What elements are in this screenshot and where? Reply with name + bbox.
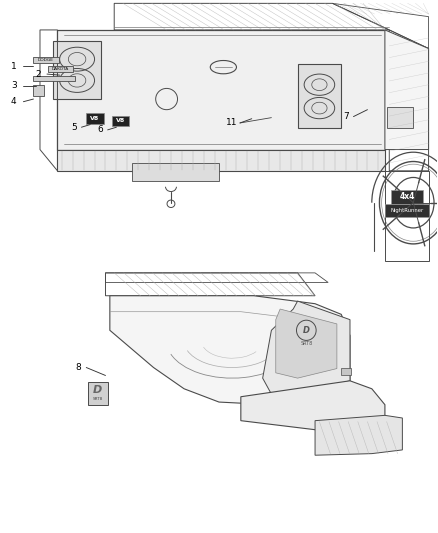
FancyBboxPatch shape [86,114,104,124]
FancyBboxPatch shape [33,85,44,96]
FancyBboxPatch shape [385,204,429,217]
Polygon shape [387,107,413,128]
Text: 6: 6 [97,125,103,134]
Text: DAKOTA: DAKOTA [52,67,69,71]
FancyBboxPatch shape [33,56,59,63]
Polygon shape [263,301,350,394]
Text: 7: 7 [343,112,349,121]
Polygon shape [315,415,403,455]
Text: 4: 4 [11,97,17,106]
Polygon shape [57,30,385,150]
Text: 11: 11 [226,118,238,127]
Polygon shape [57,150,385,171]
Text: NightRunner: NightRunner [391,208,424,213]
FancyBboxPatch shape [341,368,351,375]
Polygon shape [132,163,219,181]
Polygon shape [110,296,350,405]
Text: 5: 5 [71,123,77,132]
Text: V8: V8 [116,118,125,123]
Polygon shape [276,309,337,378]
FancyBboxPatch shape [112,116,130,126]
Text: V8: V8 [90,116,99,121]
FancyBboxPatch shape [391,190,424,204]
Text: D: D [303,326,310,335]
Polygon shape [385,30,428,150]
Text: DODGE: DODGE [38,58,54,62]
Text: 4x4: 4x4 [399,192,415,201]
Text: SRT8: SRT8 [92,398,103,401]
Polygon shape [53,41,101,99]
Text: 3: 3 [11,81,17,90]
FancyBboxPatch shape [48,66,73,72]
Text: 1: 1 [11,62,17,70]
Text: SRT8: SRT8 [300,341,312,346]
Polygon shape [297,64,341,128]
Polygon shape [241,381,385,434]
Text: 8: 8 [75,363,81,372]
Polygon shape [88,382,108,405]
Text: 2: 2 [35,70,41,78]
FancyBboxPatch shape [33,76,75,82]
Text: D: D [93,385,102,395]
